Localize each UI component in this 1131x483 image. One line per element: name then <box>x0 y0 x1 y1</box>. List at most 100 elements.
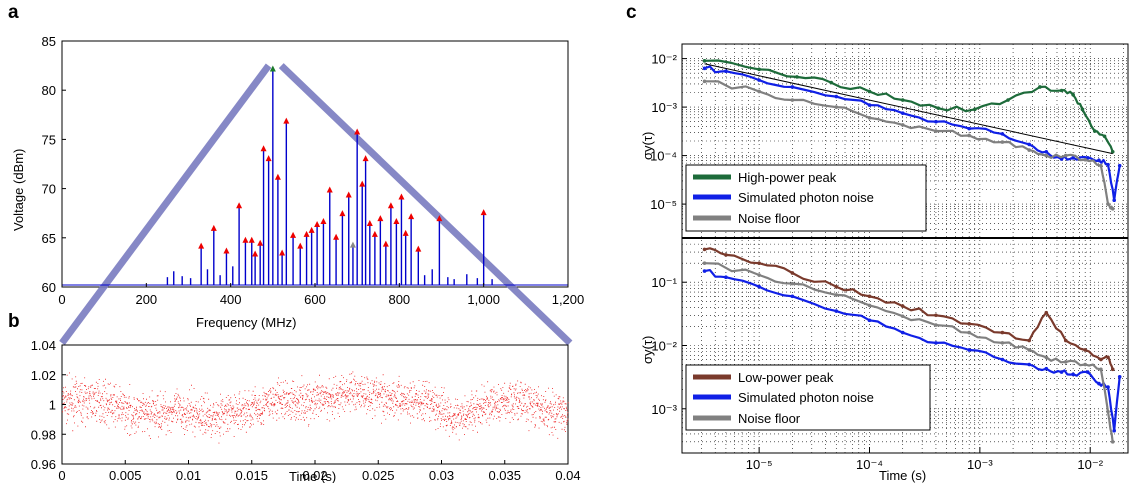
series-point <box>834 293 839 297</box>
peak-marker <box>354 128 361 135</box>
peak-marker <box>359 180 366 187</box>
series-point <box>790 281 795 286</box>
peak-marker <box>371 230 378 237</box>
series-point <box>1027 348 1032 352</box>
peak-marker <box>242 236 249 243</box>
series-point <box>1099 367 1103 372</box>
series-point <box>1110 149 1115 154</box>
series-point <box>1110 367 1115 372</box>
legend-top: High-power peak Simulated photon noise N… <box>685 164 927 232</box>
series-point <box>1071 92 1075 97</box>
series-point <box>1085 156 1090 160</box>
series-point <box>1083 348 1087 352</box>
x-tick-label: 0.03 <box>429 468 454 483</box>
y-tick-label: 1 <box>49 398 56 413</box>
peak-marker <box>398 193 405 200</box>
x-tick-label: 400 <box>220 292 242 307</box>
y-tick-label: 10⁻² <box>651 52 677 67</box>
x-tick-label: 1,000 <box>467 292 500 307</box>
series-point <box>967 348 971 352</box>
series-point <box>757 89 761 94</box>
y-tick-label: 65 <box>42 231 56 246</box>
series-point <box>1106 202 1110 206</box>
chart-a-ticks: 0 200 400 600 800 1,000 1,200 60 65 70 75 80 85 <box>42 34 585 307</box>
chart-a-ylabel: Voltage (dBm) <box>11 149 26 231</box>
series-point <box>757 273 761 277</box>
series-point <box>1027 362 1032 367</box>
series-line <box>704 80 1114 210</box>
series-point <box>1027 142 1032 147</box>
series-point <box>1000 132 1005 136</box>
legend-bottom: Low-power peak Simulated photon noise No… <box>685 364 931 431</box>
legend-label-noise-floor-2: Noise floor <box>738 411 801 426</box>
peak-marker <box>274 173 281 180</box>
chart-a: 0 200 400 600 800 1,000 1,200 60 65 70 75 80 85 Freq… <box>11 34 585 346</box>
peak-marker <box>236 202 243 209</box>
peak-marker <box>283 117 290 124</box>
zoom-guides <box>59 63 573 346</box>
peak-marker <box>290 231 297 238</box>
series-point <box>934 341 938 345</box>
series-point <box>1000 357 1005 362</box>
series-point <box>934 119 938 124</box>
series-point <box>702 269 707 273</box>
chart-b-xlabel: Time (s) <box>289 469 336 483</box>
series-point <box>900 123 905 127</box>
y-tick-label: 70 <box>42 182 56 197</box>
peak-marker <box>308 226 315 233</box>
series-point <box>1117 163 1122 168</box>
peak-marker <box>314 220 321 227</box>
legend-label-low-power: Low-power peak <box>738 370 834 385</box>
series-point <box>702 66 707 71</box>
zoom-line-right <box>278 63 573 346</box>
series-point <box>1099 357 1103 362</box>
series-point <box>1106 409 1110 414</box>
series-point <box>724 69 728 73</box>
series-point <box>1071 372 1075 377</box>
series-point <box>829 80 834 85</box>
peak-marker <box>223 247 230 254</box>
series-point <box>757 261 761 265</box>
series-point <box>834 94 839 99</box>
x-tick-label: 0.02 <box>302 468 327 483</box>
series-point <box>834 105 839 109</box>
series-point <box>1044 355 1049 360</box>
peak-marker <box>265 155 272 162</box>
legend-label-photon-noise-2: Simulated photon noise <box>738 390 874 405</box>
peak-marker <box>279 249 286 256</box>
peak-marker <box>402 229 409 236</box>
peak-marker <box>303 230 310 237</box>
chart-c-ticks: 10⁻⁵ 10⁻⁴ 10⁻³ 10⁻² 10⁻² 10⁻³ 10⁻⁴ 10⁻⁵ 10⁻¹ 10⁻²… <box>650 52 1104 472</box>
series-line <box>704 262 1114 443</box>
peak-marker <box>248 236 255 243</box>
panel-b-letter: b <box>8 311 20 332</box>
y-tick-label: 10⁻³ <box>651 100 677 115</box>
series-point <box>790 271 795 275</box>
peak-marker <box>345 191 352 198</box>
series-point <box>1106 355 1110 360</box>
series-line <box>704 59 1114 153</box>
series-point <box>1112 428 1117 433</box>
y-tick-label: 10⁻¹ <box>651 275 677 290</box>
series-point <box>757 284 761 289</box>
x-tick-label: 10⁻² <box>1077 457 1103 472</box>
series-point <box>1044 366 1049 371</box>
series-point <box>790 294 795 299</box>
chart-c-top-ylabel: σy(τ) <box>640 132 655 160</box>
series-line <box>704 247 1114 370</box>
panel-c-letter: c <box>626 2 637 23</box>
x-tick-label: 0 <box>58 468 65 483</box>
series-point <box>1112 198 1117 203</box>
peak-marker <box>257 239 264 246</box>
y-tick-label: 60 <box>42 280 56 295</box>
series-point <box>867 103 872 107</box>
peak-marker <box>366 220 373 227</box>
y-tick-label: 10⁻² <box>651 339 677 354</box>
series-point <box>702 79 707 84</box>
series-point <box>702 247 707 252</box>
y-tick-label: 0.96 <box>31 457 56 472</box>
series-point <box>934 129 938 133</box>
series-point <box>1083 157 1087 162</box>
y-tick-label: 75 <box>42 132 56 147</box>
series-point <box>973 107 977 112</box>
